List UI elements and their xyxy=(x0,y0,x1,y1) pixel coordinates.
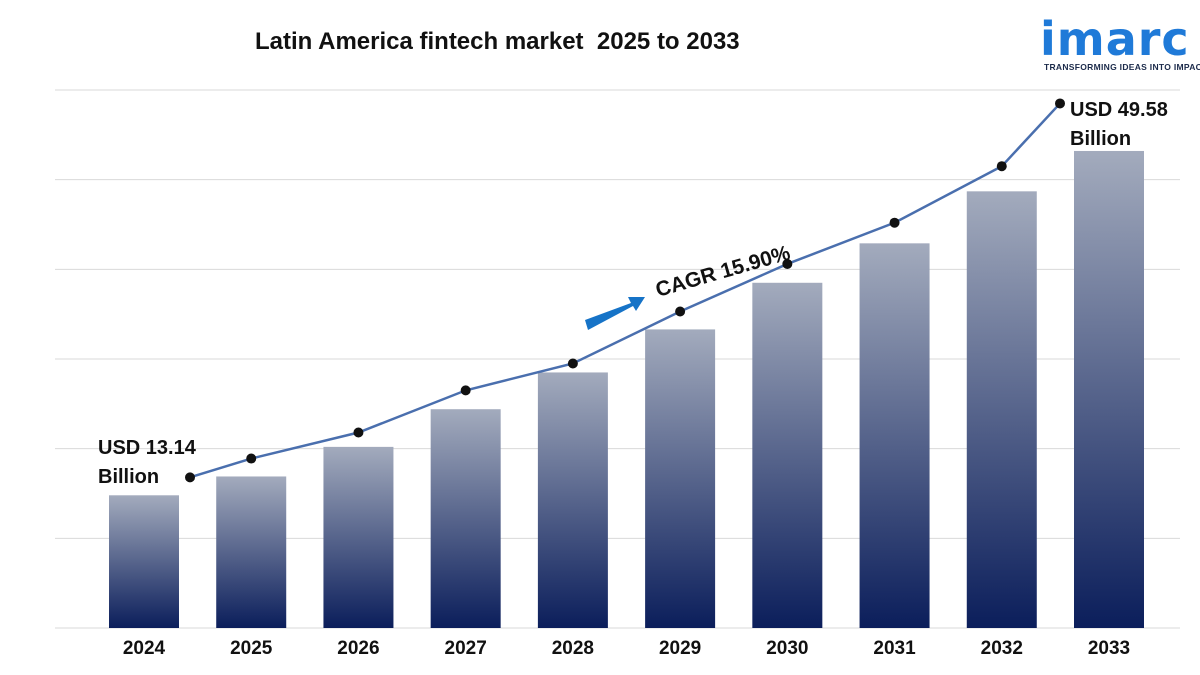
x-tick-2029: 2029 xyxy=(659,638,701,659)
x-tick-2026: 2026 xyxy=(337,638,379,659)
bar-2024 xyxy=(109,495,179,628)
trend-point-2027 xyxy=(460,385,471,396)
trend-line xyxy=(189,102,1061,479)
bar-2033 xyxy=(1074,150,1144,628)
trend-points xyxy=(185,98,1065,483)
chart-title: Latin America fintech market 2025 to 203… xyxy=(255,28,740,55)
x-tick-2030: 2030 xyxy=(766,638,808,659)
start-unit: Billion xyxy=(98,466,160,488)
trend-point-2029 xyxy=(675,306,686,317)
bar-2029 xyxy=(645,329,716,628)
trend-point-2030 xyxy=(782,258,793,269)
x-tick-2033: 2033 xyxy=(1088,638,1130,659)
x-tick-2031: 2031 xyxy=(873,638,916,659)
bar-2032 xyxy=(966,191,1037,628)
cagr-arrow xyxy=(585,297,645,330)
trend-point-2033 xyxy=(1055,98,1065,109)
end-value-label: USD 49.58 Billion xyxy=(1070,96,1168,154)
bar-2028 xyxy=(537,372,608,628)
bar-2030 xyxy=(752,282,823,628)
logo-wordmark: imarc xyxy=(1040,12,1190,66)
end-value: USD 49.58 xyxy=(1070,99,1168,121)
trend-point-2031 xyxy=(889,217,900,228)
bar-2027 xyxy=(430,409,501,628)
x-tick-2024: 2024 xyxy=(123,638,166,659)
bars xyxy=(109,150,1144,628)
trend-point-2024 xyxy=(185,472,195,483)
bar-2031 xyxy=(859,243,930,628)
trend-point-2026 xyxy=(353,427,364,438)
x-tick-2032: 2032 xyxy=(981,638,1023,659)
bar-2026 xyxy=(323,446,394,628)
end-unit: Billion xyxy=(1070,128,1132,150)
x-tick-2028: 2028 xyxy=(552,638,594,659)
x-axis-ticks: 2024 2025 2026 2027 2028 2029 2030 2031 2032 2033 xyxy=(123,638,1130,659)
x-tick-2027: 2027 xyxy=(445,638,487,659)
start-value-label: USD 13.14 Billion xyxy=(98,434,196,492)
start-value: USD 13.14 xyxy=(98,437,196,459)
bar-2025 xyxy=(216,476,287,628)
trend-point-2028 xyxy=(567,358,578,369)
x-tick-2025: 2025 xyxy=(230,638,273,659)
trend-point-2032 xyxy=(996,161,1007,172)
imarc-logo: imarc TRANSFORMING IDEAS INTO IMPACT xyxy=(1040,4,1200,74)
trend-point-2025 xyxy=(246,453,257,464)
logo-tagline: TRANSFORMING IDEAS INTO IMPACT xyxy=(1044,62,1200,72)
